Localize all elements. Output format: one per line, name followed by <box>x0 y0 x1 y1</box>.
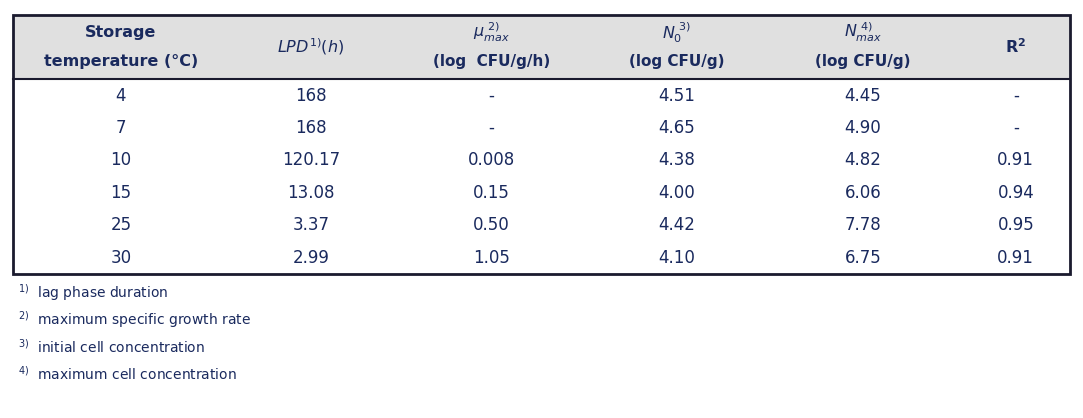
Text: 25: 25 <box>110 216 131 234</box>
Text: 4.00: 4.00 <box>658 184 695 202</box>
Text: 15: 15 <box>110 184 131 202</box>
Text: $\mathit{N}_{\mathit{max}}^{\ 4)}$: $\mathit{N}_{\mathit{max}}^{\ 4)}$ <box>844 21 883 44</box>
Text: 120.17: 120.17 <box>282 151 340 169</box>
Text: 10: 10 <box>110 151 131 169</box>
Text: -: - <box>1013 119 1019 137</box>
Text: 0.50: 0.50 <box>473 216 509 234</box>
Text: $^{4)}$  maximum cell concentration: $^{4)}$ maximum cell concentration <box>18 365 237 383</box>
Text: 2.99: 2.99 <box>292 249 329 267</box>
Bar <box>13 15 1070 274</box>
Text: $\mathit{\mu}_{\mathit{max}}^{\ 2)}$: $\mathit{\mu}_{\mathit{max}}^{\ 2)}$ <box>472 21 510 44</box>
Text: $^{1)}$  lag phase duration: $^{1)}$ lag phase duration <box>18 282 169 303</box>
Text: $\mathit{N}_{\mathit{0}}^{\ 3)}$: $\mathit{N}_{\mathit{0}}^{\ 3)}$ <box>663 20 692 45</box>
Text: temperature (°C): temperature (°C) <box>43 54 198 69</box>
Text: 4.65: 4.65 <box>658 119 695 137</box>
Text: 4.51: 4.51 <box>658 87 695 104</box>
Text: $\mathit{LPD}^{1)}(h)$: $\mathit{LPD}^{1)}(h)$ <box>277 37 344 57</box>
Text: 0.95: 0.95 <box>997 216 1034 234</box>
Text: (log CFU/g): (log CFU/g) <box>815 54 911 69</box>
Text: 4.90: 4.90 <box>845 119 882 137</box>
Text: 30: 30 <box>110 249 131 267</box>
Text: -: - <box>488 87 494 104</box>
Text: (log CFU/g): (log CFU/g) <box>629 54 725 69</box>
Text: 0.94: 0.94 <box>997 184 1034 202</box>
Text: 4.42: 4.42 <box>658 216 695 234</box>
Text: -: - <box>1013 87 1019 104</box>
Text: 13.08: 13.08 <box>287 184 335 202</box>
Text: 6.75: 6.75 <box>845 249 882 267</box>
Text: $^{3)}$  initial cell concentration: $^{3)}$ initial cell concentration <box>18 338 206 356</box>
Text: 7.78: 7.78 <box>845 216 882 234</box>
Text: 0.15: 0.15 <box>472 184 510 202</box>
Text: 4.38: 4.38 <box>658 151 695 169</box>
Text: $\mathbf{R^2}$: $\mathbf{R^2}$ <box>1005 38 1027 56</box>
Text: 3.37: 3.37 <box>292 216 329 234</box>
Text: 4.45: 4.45 <box>845 87 882 104</box>
Text: 1.05: 1.05 <box>472 249 510 267</box>
Text: 6.06: 6.06 <box>845 184 882 202</box>
Text: (log  CFU/g/h): (log CFU/g/h) <box>432 54 550 69</box>
Bar <box>13 15 1070 79</box>
Text: 0.91: 0.91 <box>997 249 1034 267</box>
Text: 0.008: 0.008 <box>468 151 514 169</box>
Text: 168: 168 <box>295 119 327 137</box>
Text: 0.91: 0.91 <box>997 151 1034 169</box>
Text: Storage: Storage <box>86 25 157 40</box>
Text: 168: 168 <box>295 87 327 104</box>
Text: 7: 7 <box>116 119 126 137</box>
Text: 4: 4 <box>116 87 126 104</box>
Text: 4.82: 4.82 <box>845 151 882 169</box>
Text: 4.10: 4.10 <box>658 249 695 267</box>
Text: $^{2)}$  maximum specific growth rate: $^{2)}$ maximum specific growth rate <box>18 309 251 330</box>
Text: -: - <box>488 119 494 137</box>
